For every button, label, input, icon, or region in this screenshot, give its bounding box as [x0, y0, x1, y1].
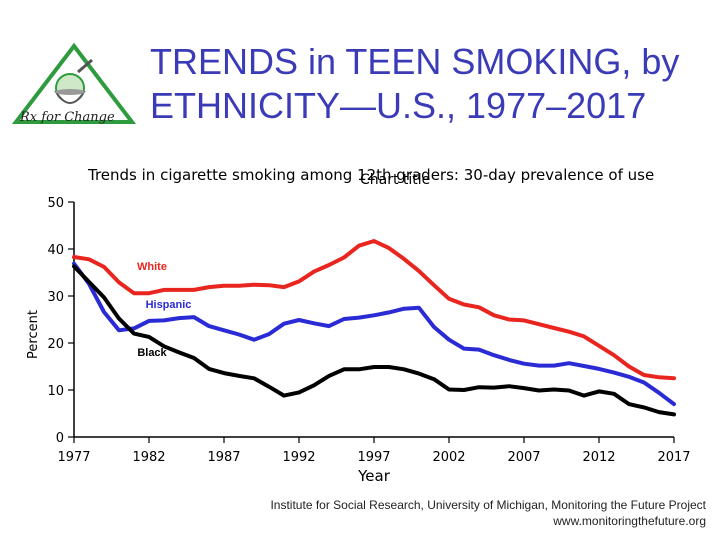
y-axis-label: Percent	[26, 310, 41, 359]
series-line-hispanic	[72, 261, 676, 407]
series-line-black	[72, 264, 676, 417]
x-axis-label: Year	[357, 467, 391, 485]
page-title: TRENDS in TEEN SMOKING, by ETHNICITY—U.S…	[150, 40, 710, 128]
y-tick-label: 40	[47, 243, 64, 258]
x-tick-label: 1982	[132, 450, 165, 465]
x-tick-label: 2012	[582, 450, 615, 465]
source-line-1: Institute for Social Research, Universit…	[270, 498, 706, 512]
y-tick-label: 0	[56, 431, 64, 446]
series-label-white: White	[137, 261, 167, 273]
page-title-line-2: ETHNICITY—U.S., 1977–2017	[150, 85, 647, 126]
x-tick-label: 2002	[432, 450, 465, 465]
x-tick-label: 1992	[282, 450, 315, 465]
x-tick-label: 1987	[207, 450, 240, 465]
chart-title-overlay: Chart title	[360, 172, 431, 188]
rx-for-change-logo	[11, 42, 137, 124]
x-tick-label: 1977	[57, 450, 90, 465]
series-line-white	[72, 239, 676, 381]
page-title-line-1: TRENDS in TEEN SMOKING, by	[150, 41, 680, 82]
chart-subtitle: Trends in cigarette smoking among 12th g…	[88, 166, 655, 184]
y-tick-label: 50	[47, 196, 64, 211]
source-line-2: www.monitoringthefuture.org	[553, 514, 706, 528]
source-credit: Institute for Social Research, Universit…	[270, 497, 706, 529]
y-tick-label: 30	[47, 290, 64, 305]
series-label-black: Black	[137, 347, 167, 359]
series-label-hispanic: Hispanic	[146, 299, 192, 311]
logo-text: Rx for Change	[20, 110, 115, 125]
x-tick-label: 2017	[657, 450, 690, 465]
y-tick-label: 20	[47, 337, 64, 352]
x-tick-label: 2007	[507, 450, 540, 465]
x-tick-label: 1997	[357, 450, 390, 465]
y-tick-label: 10	[47, 384, 64, 399]
